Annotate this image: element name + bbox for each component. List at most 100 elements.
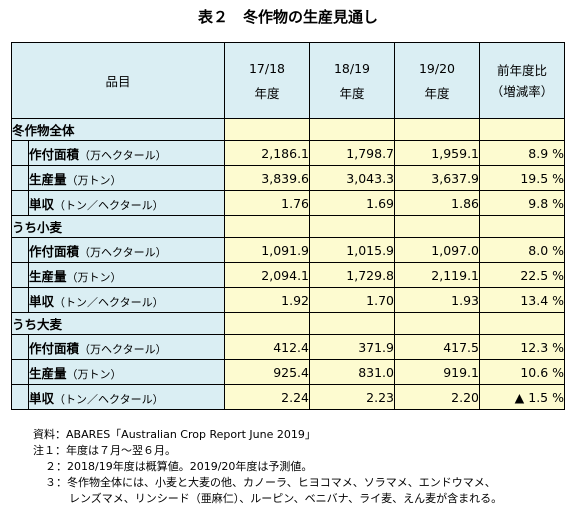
note-3-cont: レンズマメ、リンシード（亜麻仁）、ルーピン、ベニバナ、ライ麦、えん麦が含まれる。 — [69, 492, 503, 505]
value-cell: 3,043.3 — [309, 165, 395, 191]
table-row: 単収（トン／ヘクタール） 1.76 1.69 1.86 9.8 % — [11, 190, 565, 216]
table-row: 作付面積（万ヘクタール） 412.4 371.9 417.5 12.3 % — [11, 334, 565, 360]
group-name: うち小麦 — [11, 215, 225, 238]
indent-cell — [11, 262, 29, 288]
blank-cell — [309, 118, 395, 141]
blank-cell — [309, 215, 395, 238]
group-row: うち小麦 — [11, 215, 565, 238]
header-year-3-line1: 19/20 — [418, 60, 456, 76]
change-cell: 12.3 % — [479, 334, 565, 360]
header-year-3: 19/20 年度 — [394, 42, 480, 119]
blank-cell — [394, 118, 480, 141]
table-row: 生産量（万トン） 925.4 831.0 919.1 10.6 % — [11, 359, 565, 385]
value-cell: 1.93 — [394, 287, 480, 313]
value-cell: 919.1 — [394, 359, 480, 385]
change-cell: 8.0 % — [479, 237, 565, 263]
value-cell: 1,091.9 — [224, 237, 310, 263]
value-cell: 2.20 — [394, 384, 480, 410]
table-title: 表２ 冬作物の生産見通し — [197, 8, 378, 26]
value-cell: 1,015.9 — [309, 237, 395, 263]
metric-unit: （万トン） — [66, 173, 122, 187]
change-cell: 13.4 % — [479, 287, 565, 313]
metric-label: 生産量（万トン） — [28, 359, 225, 385]
metric-name: 作付面積 — [29, 146, 80, 162]
metric-name: 単収 — [29, 293, 55, 309]
header-year-3-line2: 年度 — [424, 85, 450, 101]
note-1: 注１：年度は７月～翌６月。 — [33, 444, 176, 457]
header-change-line1: 前年度比 — [496, 62, 547, 78]
blank-cell — [394, 312, 480, 335]
table-row: 作付面積（万ヘクタール） 1,091.9 1,015.9 1,097.0 8.0 % — [11, 237, 565, 263]
metric-label: 作付面積（万ヘクタール） — [28, 237, 225, 263]
metric-label: 単収（トン／ヘクタール） — [28, 384, 225, 410]
value-cell: 371.9 — [309, 334, 395, 360]
indent-cell — [11, 359, 29, 385]
change-cell: 19.5 % — [479, 165, 565, 191]
change-cell: ▲ 1.5 % — [479, 384, 565, 410]
value-cell: 2.23 — [309, 384, 395, 410]
change-cell: 22.5 % — [479, 262, 565, 288]
metric-unit: （トン／ヘクタール） — [54, 295, 164, 309]
blank-cell — [224, 215, 310, 238]
header-year-2-line1: 18/19 — [333, 60, 371, 76]
header-year-1-line1: 17/18 — [248, 60, 286, 76]
value-cell: 1.76 — [224, 190, 310, 216]
change-cell: 8.9 % — [479, 140, 565, 166]
blank-cell — [224, 312, 310, 335]
table-row: 生産量（万トン） 2,094.1 1,729.8 2,119.1 22.5 % — [11, 262, 565, 288]
value-cell: 1,959.1 — [394, 140, 480, 166]
value-cell: 925.4 — [224, 359, 310, 385]
metric-label: 生産量（万トン） — [28, 165, 225, 191]
metric-unit: （万トン） — [66, 270, 122, 284]
value-cell: 1.92 — [224, 287, 310, 313]
indent-cell — [11, 165, 29, 191]
value-cell: 3,839.6 — [224, 165, 310, 191]
metric-name: 単収 — [29, 390, 55, 406]
group-row: 冬作物全体 — [11, 118, 565, 141]
value-cell: 2.24 — [224, 384, 310, 410]
header-item-label: 品目 — [11, 42, 225, 119]
blank-cell — [394, 215, 480, 238]
indent-cell — [11, 190, 29, 216]
metric-unit: （トン／ヘクタール） — [54, 392, 164, 406]
metric-label: 作付面積（万ヘクタール） — [28, 334, 225, 360]
value-cell: 1.86 — [394, 190, 480, 216]
value-cell: 1,097.0 — [394, 237, 480, 263]
blank-cell — [479, 312, 565, 335]
value-cell: 2,094.1 — [224, 262, 310, 288]
indent-cell — [11, 140, 29, 166]
indent-cell — [11, 237, 29, 263]
table-row: 生産量（万トン） 3,839.6 3,043.3 3,637.9 19.5 % — [11, 165, 565, 191]
metric-unit: （万トン） — [66, 367, 122, 381]
metric-name: 生産量 — [29, 268, 67, 284]
source-note: 資料：ABARES「Australian Crop Report June 20… — [33, 428, 316, 441]
metric-unit: （万ヘクタール） — [79, 148, 167, 162]
value-cell: 1.69 — [309, 190, 395, 216]
change-cell: 9.8 % — [479, 190, 565, 216]
value-cell: 1,729.8 — [309, 262, 395, 288]
header-year-1-line2: 年度 — [254, 85, 280, 101]
blank-cell — [479, 118, 565, 141]
table-row: 単収（トン／ヘクタール） 2.24 2.23 2.20 ▲ 1.5 % — [11, 384, 565, 410]
group-name: うち大麦 — [11, 312, 225, 335]
indent-cell — [11, 384, 29, 410]
note-3: ３：冬作物全体には、小麦と大麦の他、カノーラ、ヒヨコマメ、ソラマメ、エンドウマメ… — [45, 476, 496, 489]
metric-name: 生産量 — [29, 365, 67, 381]
metric-name: 作付面積 — [29, 243, 80, 259]
value-cell: 1.70 — [309, 287, 395, 313]
group-name: 冬作物全体 — [11, 118, 225, 141]
blank-cell — [479, 215, 565, 238]
header-change-line2: （増減率） — [490, 83, 554, 99]
metric-unit: （トン／ヘクタール） — [54, 198, 164, 212]
value-cell: 412.4 — [224, 334, 310, 360]
header-year-1: 17/18 年度 — [224, 42, 310, 119]
metric-label: 単収（トン／ヘクタール） — [28, 287, 225, 313]
header-change: 前年度比 （増減率） — [479, 42, 565, 119]
header-year-2: 18/19 年度 — [309, 42, 395, 119]
blank-cell — [309, 312, 395, 335]
metric-label: 作付面積（万ヘクタール） — [28, 140, 225, 166]
indent-cell — [11, 287, 29, 313]
value-cell: 417.5 — [394, 334, 480, 360]
group-row: うち大麦 — [11, 312, 565, 335]
header-row: 品目 17/18 年度 18/19 年度 19/20 年度 前年度比 （増減率） — [11, 42, 565, 119]
